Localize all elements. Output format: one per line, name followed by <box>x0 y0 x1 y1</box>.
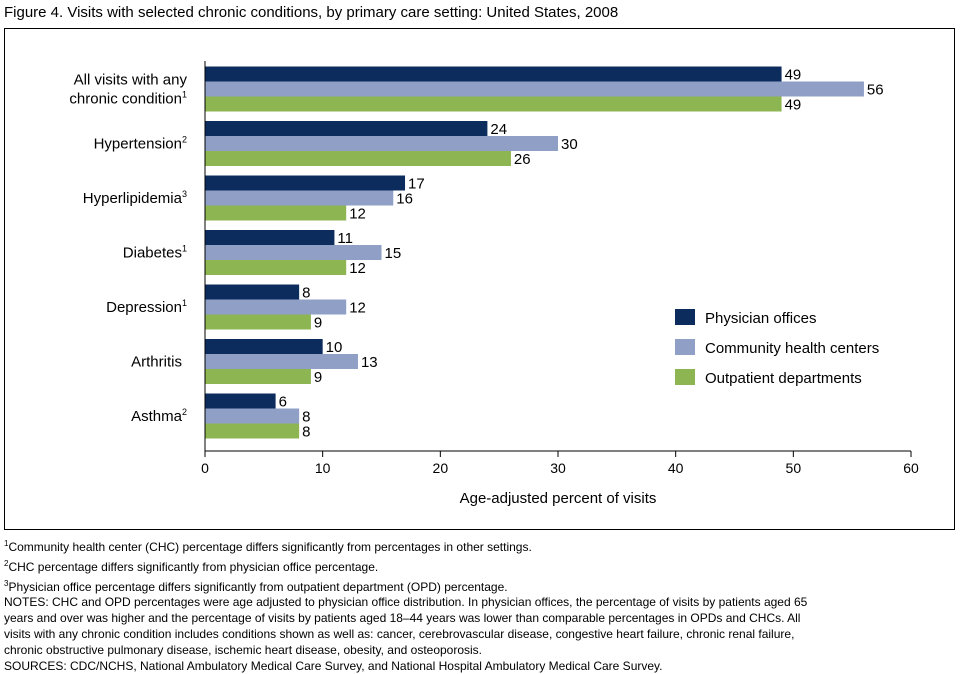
footnote-text: chronic obstructive pulmonary disease, i… <box>4 642 483 657</box>
bar <box>205 66 782 82</box>
bar <box>205 299 347 315</box>
data-label: 49 <box>785 67 802 84</box>
data-label: 26 <box>514 151 531 168</box>
x-tick-label: 60 <box>903 460 919 476</box>
chart-frame: 49 56 49 All visits with any chronic conditi… <box>4 28 955 530</box>
footnotes: 1Community health center (CHC) percentag… <box>4 536 954 674</box>
figure-title: Figure 4. Visits with selected chronic c… <box>4 4 619 21</box>
footnote-text: SOURCES: CDC/NCHS, National Ambulatory M… <box>4 658 663 673</box>
category-label: Diabetes1 <box>123 244 187 262</box>
legend-label: Community health centers <box>705 340 879 357</box>
data-label: 16 <box>396 191 413 208</box>
footnote-line: chronic obstructive pulmonary disease, i… <box>4 643 954 659</box>
bar <box>205 175 406 191</box>
bar <box>205 284 300 300</box>
bar <box>205 190 394 206</box>
x-tick-label: 20 <box>433 460 449 476</box>
category-label: Hyperlipidemia3 <box>83 189 187 207</box>
data-label: 30 <box>561 136 578 153</box>
x-tick-label: 30 <box>550 460 566 476</box>
category-label: All visits with any <box>74 72 188 89</box>
footnote-text: visits with any chronic condition includ… <box>4 626 795 641</box>
footnote-marker: 1 <box>4 539 9 548</box>
bar <box>205 354 358 369</box>
bar <box>205 151 511 166</box>
data-label: 8 <box>302 424 310 441</box>
bar <box>205 408 300 424</box>
data-label: 12 <box>349 206 366 223</box>
data-label: 24 <box>490 121 507 138</box>
footnote-marker: 2 <box>4 558 9 568</box>
bar <box>205 339 323 354</box>
x-axis-title: Age-adjusted percent of visits <box>460 490 657 507</box>
footnote-text: NOTES: CHC and OPD percentages were age … <box>4 595 808 610</box>
data-label: 13 <box>361 354 378 371</box>
bar <box>205 245 382 260</box>
footnote-marker: 3 <box>4 578 9 588</box>
x-tick-label: 50 <box>786 460 802 476</box>
bar <box>205 260 347 275</box>
data-label: 49 <box>785 97 802 114</box>
footnote-line: 3Physician office percentage differs sig… <box>4 576 954 596</box>
bar <box>205 393 276 409</box>
footnote-line: years and over was higher and the percen… <box>4 611 954 627</box>
data-label: 8 <box>302 285 310 302</box>
data-label: 6 <box>279 394 287 411</box>
footnote-text: years and over was higher and the percen… <box>4 611 801 626</box>
category-label: Hypertension2 <box>94 135 187 153</box>
category-label: Asthma2 <box>131 407 187 425</box>
legend-swatch <box>675 369 695 385</box>
category-label: Arthritis <box>131 354 187 371</box>
data-label: 10 <box>326 339 343 356</box>
x-tick-label: 40 <box>668 460 684 476</box>
footnote-line: NOTES: CHC and OPD percentages were age … <box>4 595 954 611</box>
data-label: 56 <box>867 82 884 99</box>
footnote-text: CHC percentage differs significantly fro… <box>8 559 379 574</box>
legend-label: Outpatient departments <box>705 370 862 387</box>
bar <box>205 369 311 384</box>
data-label: 12 <box>349 260 366 277</box>
x-tick-label: 10 <box>315 460 331 476</box>
bar <box>205 81 864 97</box>
footnote-line: 1Community health center (CHC) percentag… <box>4 536 954 556</box>
bar <box>205 205 347 221</box>
data-label: 12 <box>349 300 366 317</box>
bar <box>205 314 311 330</box>
x-tick-label: 0 <box>201 460 209 476</box>
data-label: 17 <box>408 176 425 193</box>
footnote-text: Community health center (CHC) percentage… <box>8 540 532 554</box>
data-label: 9 <box>314 369 322 386</box>
bar <box>205 136 558 151</box>
category-label: chronic condition1 <box>69 90 187 108</box>
data-label: 9 <box>314 315 322 332</box>
legend-swatch <box>675 309 695 325</box>
legend-swatch <box>675 339 695 355</box>
category-label: Depression1 <box>106 298 187 316</box>
bar <box>205 121 488 136</box>
footnote-text: Physician office percentage differs sign… <box>8 579 508 594</box>
footnote-line: SOURCES: CDC/NCHS, National Ambulatory M… <box>4 659 954 674</box>
data-label: 11 <box>337 230 353 247</box>
data-label: 8 <box>302 409 310 426</box>
footnote-line: visits with any chronic condition includ… <box>4 627 954 643</box>
data-label: 15 <box>385 245 402 262</box>
bar <box>205 96 782 112</box>
legend-label: Physician offices <box>705 310 816 327</box>
footnote-line: 2CHC percentage differs significantly fr… <box>4 556 954 576</box>
bar <box>205 423 300 439</box>
bar <box>205 230 335 245</box>
